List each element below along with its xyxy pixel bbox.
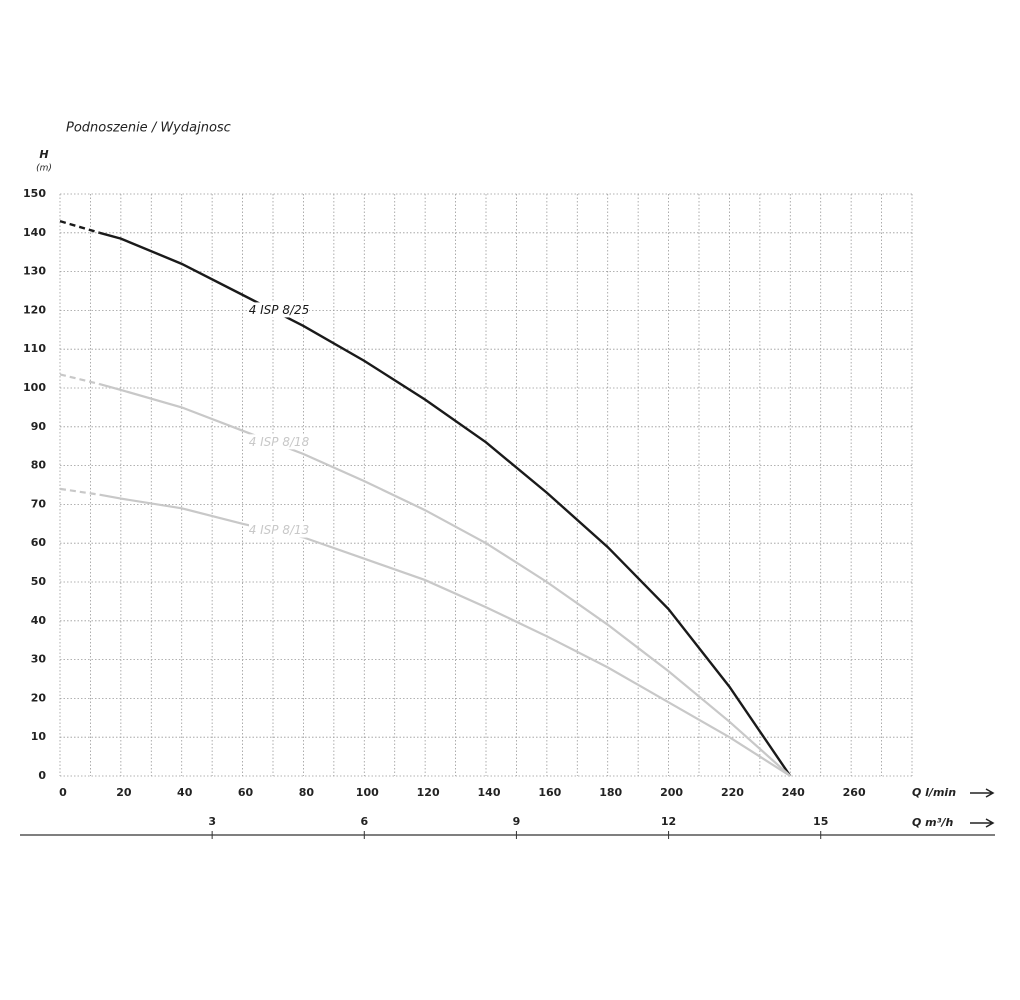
y-tick-label: 70 — [31, 497, 47, 510]
x-label: Q l/min — [912, 786, 956, 799]
y-tick-label: 130 — [23, 265, 46, 278]
arrow — [970, 818, 995, 828]
curve — [99, 383, 792, 777]
series-label: 4 ISP 8/18 — [249, 435, 310, 449]
x-tick-label: 240 — [782, 786, 805, 799]
x-tick-label: 80 — [299, 786, 315, 799]
x-tick-label: 200 — [660, 786, 683, 799]
y-tick-label: 90 — [31, 420, 47, 433]
y-tick-label: 60 — [31, 536, 47, 549]
series-label: 4 ISP 8/13 — [249, 523, 310, 537]
x2-tick-label: 6 — [360, 815, 368, 828]
y-tick-label: 150 — [23, 187, 46, 200]
x-tick-label: 60 — [238, 786, 254, 799]
y-tick-label: 40 — [31, 614, 47, 627]
y-tick-label: 20 — [31, 691, 47, 704]
x-tick-label: 100 — [356, 786, 379, 799]
y-tick-label: 80 — [31, 459, 47, 472]
x-tick-label: 20 — [116, 786, 132, 799]
series-label: 4 ISP 8/25 — [249, 303, 310, 317]
x-tick-label: 260 — [843, 786, 866, 799]
y-unit: (m) — [36, 164, 52, 174]
curve — [99, 493, 791, 777]
x-tick-label: 220 — [721, 786, 744, 799]
label-bg — [249, 522, 309, 538]
x2-tick-label: 12 — [661, 815, 676, 828]
y-tick-label: 110 — [23, 342, 46, 355]
y-tick-label: 0 — [38, 769, 46, 782]
y-tick-label: 100 — [23, 381, 46, 394]
x-tick-label: 40 — [177, 786, 193, 799]
arrow — [970, 788, 995, 798]
label-bg — [249, 302, 309, 318]
y-tick-label: 30 — [31, 653, 47, 666]
label-bg — [249, 434, 309, 450]
chart-title: Podnoszenie / Wydajnosc — [66, 121, 231, 136]
y-tick-label: 140 — [23, 226, 46, 239]
y-tick-label: 10 — [31, 730, 47, 743]
curve — [59, 487, 100, 496]
x2-tick-label: 9 — [513, 815, 521, 828]
x-tick-label: 120 — [417, 786, 440, 799]
curve — [99, 231, 792, 777]
x2-label: Q m³/h — [912, 816, 953, 829]
y-tick-label: 50 — [31, 575, 47, 588]
x-tick-label: 160 — [538, 786, 561, 799]
x-tick-label: 180 — [599, 786, 622, 799]
y-label: H — [39, 148, 48, 161]
x2-tick-label: 3 — [208, 815, 216, 828]
curve — [59, 373, 100, 386]
x2-tick-label: 15 — [813, 815, 828, 828]
y-tick-label: 120 — [23, 303, 46, 316]
x-tick-label: 140 — [478, 786, 501, 799]
curve — [59, 220, 100, 234]
x-tick-label: 0 — [59, 786, 67, 799]
